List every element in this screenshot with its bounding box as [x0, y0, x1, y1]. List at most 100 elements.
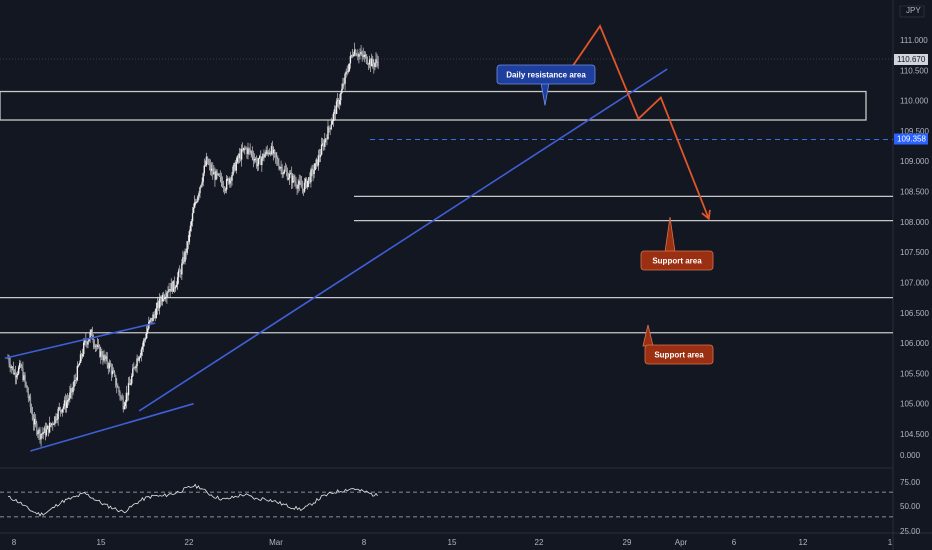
time-tick-label: 1: [888, 538, 893, 547]
candle-body: [317, 155, 320, 166]
candle-body: [272, 149, 275, 154]
candle-body: [255, 158, 258, 166]
candle-body: [28, 396, 31, 398]
candle-body: [357, 55, 359, 57]
candle-body: [126, 392, 129, 396]
candle-body: [244, 147, 246, 149]
candle-body: [96, 344, 99, 347]
candle-body: [368, 59, 371, 65]
candle-body: [262, 153, 264, 159]
candle-body: [168, 289, 170, 292]
candle-body: [365, 54, 368, 63]
rsi-tick-label: 75.00: [900, 478, 921, 487]
candle-body: [225, 179, 228, 190]
candle-body: [102, 357, 104, 361]
candle-body: [26, 385, 28, 393]
callout-text: Support area: [654, 351, 704, 360]
time-axis[interactable]: 8 15 22 Mar 8 15 22 29 Apr 6 12 1: [12, 538, 893, 547]
forecast-polyline: [564, 24, 710, 220]
candle-body: [245, 148, 247, 150]
candle-body: [64, 400, 67, 408]
candle-body: [313, 170, 315, 175]
candle-body: [49, 422, 52, 425]
candle-body: [134, 367, 136, 369]
candle-body: [229, 178, 231, 184]
price-tick-label: 106.500: [900, 309, 929, 318]
candle-body: [349, 56, 352, 64]
level-price-value: 109.358: [897, 135, 926, 144]
candle-body: [122, 398, 124, 410]
candle-body: [325, 138, 327, 140]
candle-body: [152, 314, 154, 322]
candle-body: [151, 318, 153, 322]
candle-body: [289, 173, 292, 175]
time-tick-label: Mar: [269, 538, 283, 547]
candle-body: [35, 418, 37, 424]
candle-body: [308, 177, 310, 181]
candle-body: [275, 152, 277, 158]
candle-body: [19, 363, 21, 368]
candle-body: [329, 128, 331, 130]
candle-body: [197, 196, 199, 202]
candle-body: [323, 143, 325, 147]
candle-body: [188, 231, 191, 243]
candle-body: [15, 375, 18, 378]
rsi-tick-label: 25.00: [900, 527, 921, 536]
candle-body: [334, 109, 337, 115]
candle-body: [363, 54, 365, 58]
time-tick-label: 8: [362, 538, 367, 547]
callout-resistance: Daily resistance area: [496, 64, 596, 106]
candle-body: [351, 55, 354, 57]
candle-body: [284, 169, 287, 171]
candle-body: [62, 406, 65, 409]
candle-body: [77, 365, 80, 367]
candle-body: [369, 59, 372, 67]
candle-body: [314, 163, 316, 171]
candle-body: [265, 150, 267, 155]
candle-body: [103, 355, 105, 361]
candle-body: [52, 423, 54, 425]
candle-body: [58, 407, 60, 410]
candle-body: [171, 282, 173, 292]
candle-body: [205, 156, 208, 166]
candle-body: [106, 356, 108, 365]
candle-body: [173, 280, 176, 289]
candle-body: [154, 314, 156, 319]
candle-body: [159, 298, 162, 302]
candle-body: [191, 213, 194, 222]
candle-body: [97, 344, 100, 346]
candle-body: [246, 148, 248, 155]
candle-body: [169, 289, 171, 292]
candle-body: [201, 181, 203, 185]
candle-body: [166, 292, 168, 297]
candle-body: [186, 241, 188, 253]
candle-body: [198, 193, 200, 197]
candle-body: [54, 416, 56, 424]
candle-body: [56, 419, 58, 421]
price-candles: [7, 42, 379, 447]
candle-body: [235, 162, 237, 171]
candle-body: [203, 165, 205, 174]
candle-body: [87, 341, 89, 345]
candle-body: [140, 349, 143, 356]
candle-body: [25, 382, 27, 386]
candle-body: [193, 202, 196, 208]
price-axis[interactable]: 111.000 110.500 110.000 109.500 109.000 108.5…: [894, 36, 929, 536]
candle-body: [160, 301, 163, 303]
level-price-tag: [894, 133, 928, 145]
candle-body: [266, 150, 268, 152]
candle-body: [59, 407, 61, 411]
candle-body: [366, 62, 369, 65]
candle-body: [355, 49, 357, 56]
candle-body: [259, 156, 261, 159]
candle-body: [165, 296, 167, 298]
candle-body: [331, 121, 333, 125]
price-tick-label: 108.000: [900, 218, 929, 227]
candle-body: [156, 302, 159, 309]
candle-body: [209, 164, 212, 171]
candle-body: [263, 153, 265, 158]
candle-body: [136, 358, 138, 367]
candle-body: [185, 250, 187, 253]
candle-body: [65, 401, 68, 408]
